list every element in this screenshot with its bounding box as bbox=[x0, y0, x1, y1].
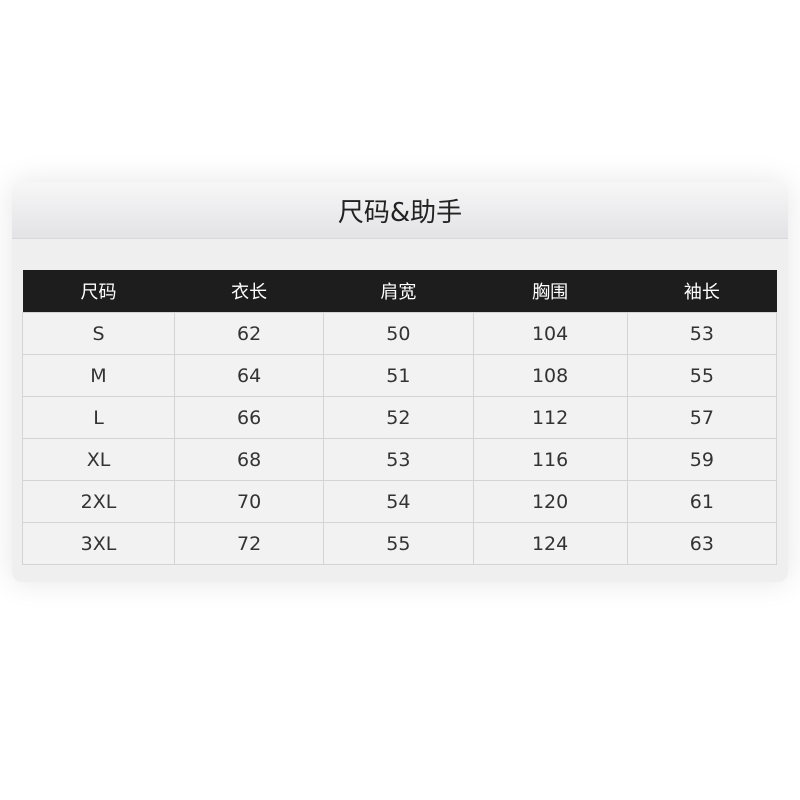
table-row: XL 68 53 116 59 bbox=[22, 438, 778, 481]
table-cell: 66 bbox=[173, 396, 325, 439]
table-cell: 108 bbox=[472, 354, 628, 397]
table-row: M 64 51 108 55 bbox=[22, 354, 778, 397]
table-cell: 55 bbox=[323, 522, 474, 565]
table-cell: 68 bbox=[173, 438, 325, 481]
table-row: S 62 50 104 53 bbox=[22, 312, 778, 355]
table-cell: 3XL bbox=[22, 522, 175, 565]
card-title: 尺码&助手 bbox=[12, 182, 788, 239]
table-cell: 63 bbox=[626, 522, 778, 565]
header-chest: 胸围 bbox=[473, 270, 628, 313]
table-cell: M bbox=[22, 354, 175, 397]
table-cell: 62 bbox=[173, 312, 325, 355]
table-cell: 50 bbox=[323, 312, 474, 355]
header-shoulder: 肩宽 bbox=[323, 270, 473, 313]
table-cell: 2XL bbox=[22, 480, 175, 523]
table-cell: 72 bbox=[173, 522, 325, 565]
table-cell: 112 bbox=[472, 396, 628, 439]
table-cell: L bbox=[22, 396, 175, 439]
table-cell: S bbox=[22, 312, 175, 355]
header-sleeve: 袖长 bbox=[627, 270, 777, 313]
table-cell: 57 bbox=[626, 396, 778, 439]
size-table: 尺码 衣长 肩宽 胸围 袖长 S 62 50 104 53 M 64 51 108 55 L 66 52… bbox=[22, 270, 778, 565]
table-cell: 64 bbox=[173, 354, 325, 397]
table-cell: XL bbox=[22, 438, 175, 481]
table-header-row: 尺码 衣长 肩宽 胸围 袖长 bbox=[22, 270, 777, 313]
table-cell: 59 bbox=[626, 438, 778, 481]
table-cell: 70 bbox=[173, 480, 325, 523]
table-cell: 52 bbox=[323, 396, 474, 439]
size-chart-card: 尺码&助手 尺码 衣长 肩宽 胸围 袖长 S 62 50 104 53 M 64 51 108 5… bbox=[12, 182, 788, 582]
table-cell: 124 bbox=[472, 522, 628, 565]
table-cell: 51 bbox=[323, 354, 474, 397]
table-cell: 104 bbox=[472, 312, 628, 355]
table-cell: 53 bbox=[323, 438, 474, 481]
table-row: 3XL 72 55 124 63 bbox=[22, 522, 778, 565]
table-cell: 61 bbox=[626, 480, 778, 523]
header-length: 衣长 bbox=[174, 270, 324, 313]
table-row: L 66 52 112 57 bbox=[22, 396, 778, 439]
table-cell: 120 bbox=[472, 480, 628, 523]
table-cell: 53 bbox=[626, 312, 778, 355]
table-cell: 54 bbox=[323, 480, 474, 523]
table-row: 2XL 70 54 120 61 bbox=[22, 480, 778, 523]
header-size: 尺码 bbox=[22, 270, 175, 313]
table-cell: 116 bbox=[472, 438, 628, 481]
table-cell: 55 bbox=[626, 354, 778, 397]
